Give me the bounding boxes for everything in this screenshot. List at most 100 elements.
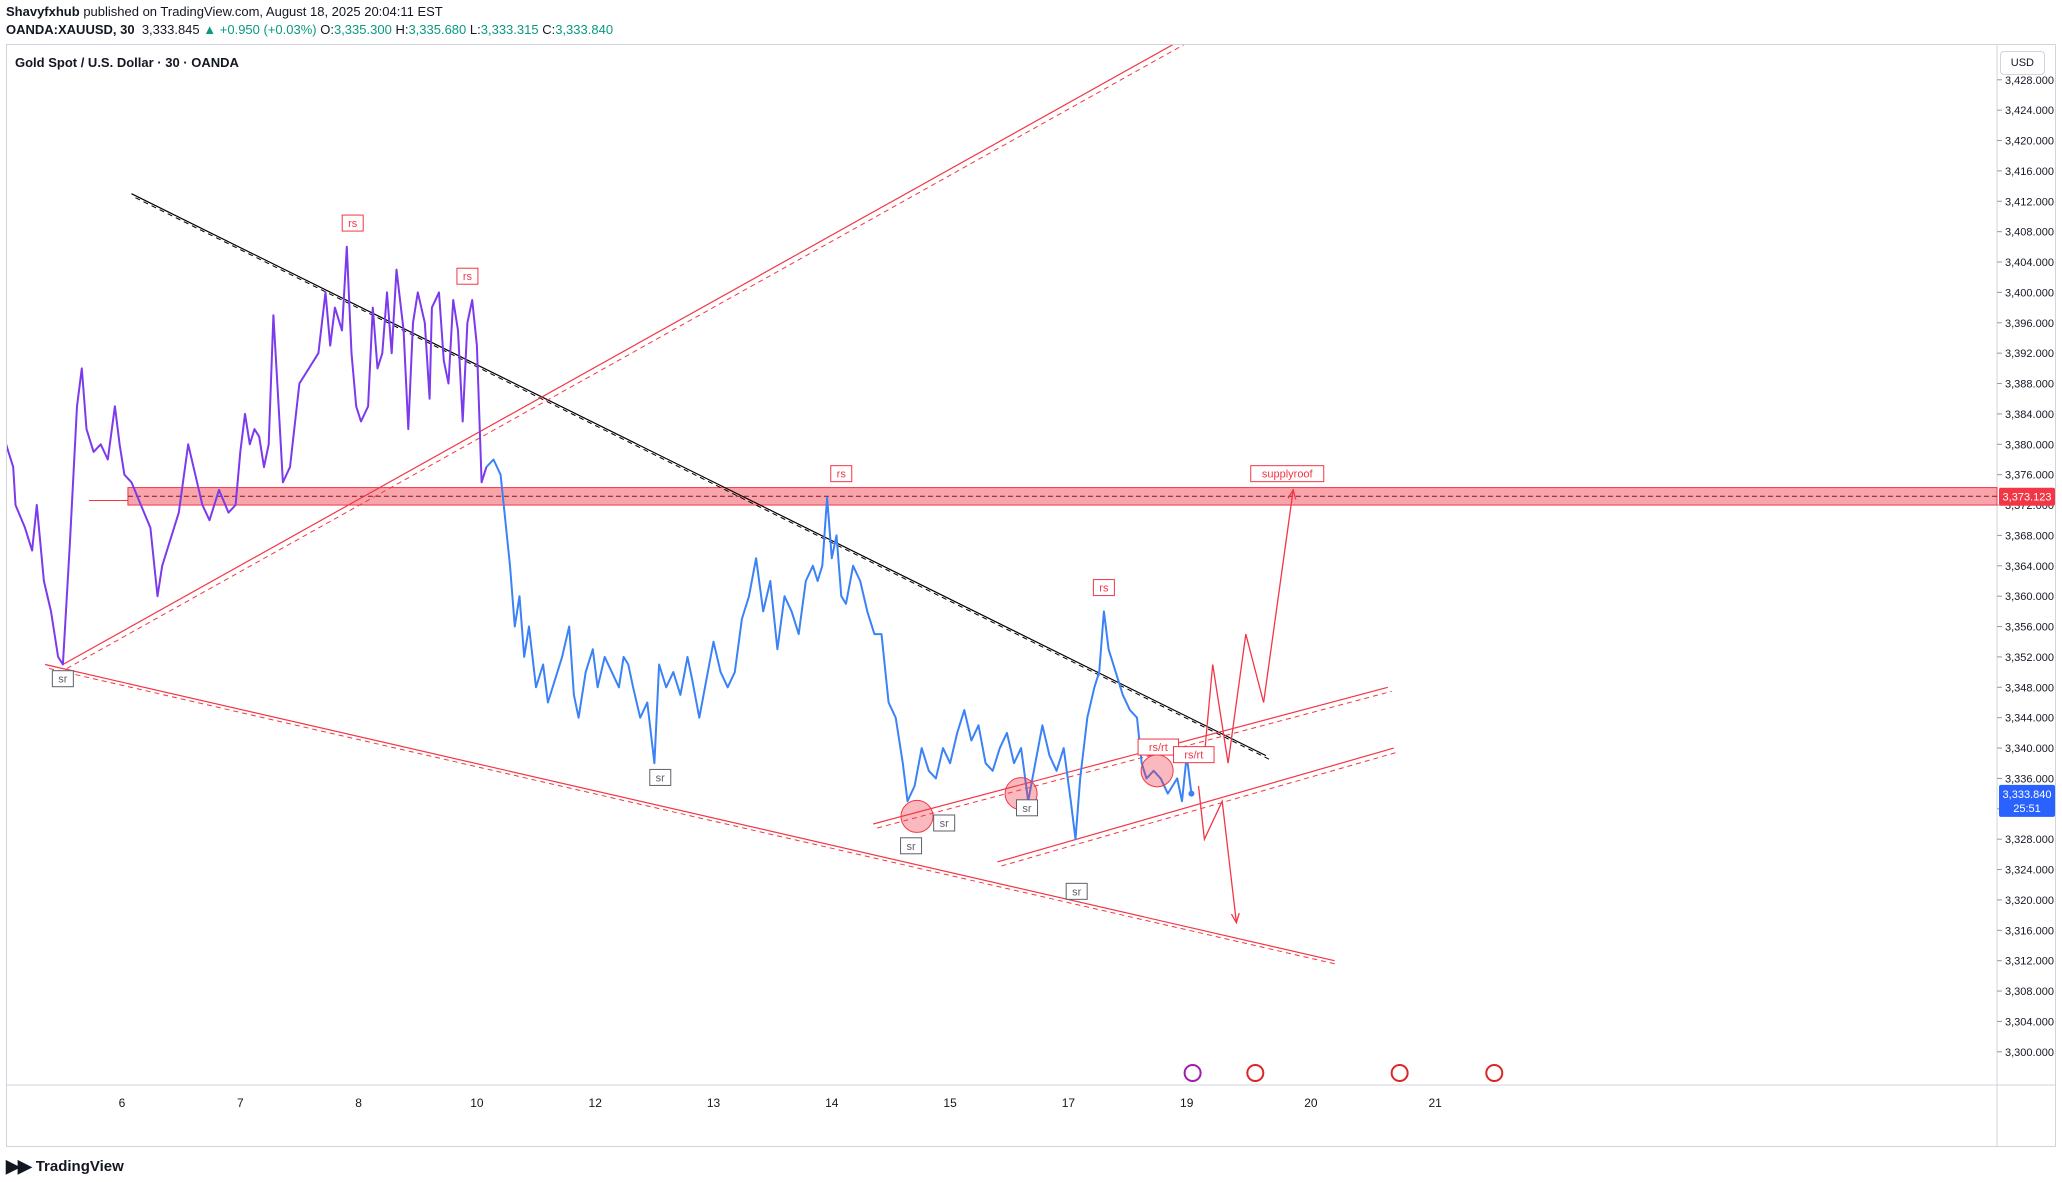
y-tick-label: 3,364.000	[2005, 561, 2054, 573]
y-tick-label: 3,320.000	[2005, 895, 2054, 907]
ascending-trendline-line	[62, 45, 1174, 666]
projection-down-path-arrowhead	[1230, 912, 1240, 925]
y-tick-label: 3,344.000	[2005, 713, 2054, 725]
y-tick-label: 3,308.000	[2005, 986, 2054, 998]
brand-name: TradingView	[35, 1158, 124, 1175]
annotation-box	[1250, 465, 1325, 483]
ohlc-line: OANDA:XAUUSD, 30 3,333.845 ▲ +0.950 (+0.…	[6, 22, 613, 37]
x-tick-label: 20	[1304, 1096, 1318, 1110]
y-tick-label: 3,380.000	[2005, 439, 2054, 451]
close-value: 3,333.840	[555, 22, 614, 37]
price-series-2	[485, 458, 1193, 841]
tradingview-logo-icon: ▶▶	[6, 1156, 32, 1176]
y-tick-label: 3,300.000	[2005, 1047, 2054, 1059]
x-tick-label: 7	[237, 1096, 244, 1110]
annotation-text: sr	[906, 841, 916, 853]
annotation-label: rs	[341, 214, 364, 232]
projection-up-path-arrowhead	[1287, 488, 1297, 500]
countdown-text: 25:51	[2013, 803, 2041, 815]
annotation-label: rs/rt	[1173, 746, 1215, 764]
annotation-label: rs	[456, 267, 479, 285]
pane-title: Gold Spot / U.S. Dollar · 30 · OANDA	[15, 55, 239, 70]
annotation-label: rs/rt	[1137, 738, 1180, 756]
annotation-box	[1092, 579, 1115, 597]
x-tick-label: 19	[1180, 1096, 1194, 1110]
price-series-1	[7, 245, 488, 666]
x-tick-label: 6	[119, 1096, 126, 1110]
currency-button[interactable]: USD	[1999, 51, 2045, 75]
y-tick-label: 3,388.000	[2005, 379, 2054, 391]
channel-bottom-dashed	[1001, 751, 1398, 867]
y-tick-label: 3,340.000	[2005, 743, 2054, 755]
x-tick-label: 17	[1062, 1096, 1076, 1110]
annotation-text: sr	[1022, 803, 1032, 815]
annotation-box	[830, 465, 853, 483]
annotation-box	[1015, 799, 1038, 817]
channel-top-line	[873, 686, 1388, 825]
annotation-box	[933, 814, 956, 832]
descending-resistance-line	[131, 193, 1267, 757]
y-tick-label: 3,392.000	[2005, 348, 2054, 360]
y-tick-label: 3,384.000	[2005, 409, 2054, 421]
chart-svg[interactable]: 3,300.000 3,304.000 3,308.000 3,312.000 3,31…	[7, 45, 2055, 1146]
x-tick-label: 15	[943, 1096, 957, 1110]
annotation-label: sr	[1015, 799, 1038, 817]
annotation-box	[900, 837, 923, 855]
x-tick-label: 21	[1428, 1096, 1442, 1110]
annotation-text: sr	[58, 674, 68, 686]
annotation-box	[341, 214, 364, 232]
last-price-text: 3,333.840	[2003, 789, 2052, 801]
y-tick-label: 3,368.000	[2005, 530, 2054, 542]
y-tick-label: 3,328.000	[2005, 834, 2054, 846]
y-tick-label: 3,352.000	[2005, 652, 2054, 664]
us-flag-event-icon	[1485, 1064, 1504, 1082]
x-tick-label: 13	[707, 1096, 721, 1110]
annotation-text: rs	[463, 271, 473, 283]
annotation-box	[1065, 882, 1088, 900]
us-flag-event-icon	[1246, 1064, 1265, 1082]
publisher-line: Shavyfxhub published on TradingView.com,…	[6, 4, 443, 19]
y-tick-label: 3,316.000	[2005, 925, 2054, 937]
descending-resistance-dashed	[135, 197, 1271, 761]
chart-pane[interactable]: 3,300.000 3,304.000 3,308.000 3,312.000 3,31…	[6, 44, 2056, 1147]
y-tick-label: 3,304.000	[2005, 1016, 2054, 1028]
annotation-label: rs	[1092, 579, 1115, 597]
y-tick-label: 3,420.000	[2005, 136, 2054, 148]
y-tick-label: 3,400.000	[2005, 287, 2054, 299]
y-tick-label: 3,408.000	[2005, 227, 2054, 239]
last-price-text: 3,333.845	[141, 22, 200, 37]
projection-up-path	[1203, 489, 1294, 764]
author-name[interactable]: Shavyfxhub	[6, 4, 80, 19]
ascending-trendline-dashed	[66, 45, 1185, 669]
y-tick-label: 3,428.000	[2005, 75, 2054, 87]
annotation-text: rs/rt	[1149, 742, 1168, 754]
y-tick-label: 3,404.000	[2005, 257, 2054, 269]
annotation-label: sr	[933, 814, 956, 832]
annotation-box	[1173, 746, 1215, 764]
y-tick-label: 3,376.000	[2005, 470, 2054, 482]
annotation-text: sr	[656, 772, 666, 784]
y-tick-label: 3,348.000	[2005, 682, 2054, 694]
annotation-box	[456, 267, 479, 285]
y-tick-label: 3,336.000	[2005, 773, 2054, 785]
annotation-label: sr	[51, 670, 74, 688]
footer-brand[interactable]: ▶▶ TradingView	[6, 1156, 124, 1177]
y-tick-label: 3,324.000	[2005, 865, 2054, 877]
annotation-text: rs	[837, 469, 847, 481]
y-tick-label: 3,416.000	[2005, 166, 2054, 178]
annotation-text: sr	[1072, 886, 1082, 898]
projection-down-path	[1197, 785, 1238, 923]
high-value: 3,335.680	[408, 22, 467, 37]
annotation-label: rs	[830, 465, 853, 483]
y-tick-label: 3,424.000	[2005, 105, 2054, 117]
annotation-text: sr	[940, 818, 950, 830]
annotation-label: sr	[900, 837, 923, 855]
annotation-text: rs/rt	[1184, 750, 1203, 762]
open-label: O:	[320, 22, 334, 37]
reaction-circle	[900, 799, 934, 833]
publish-info: published on TradingView.com, August 18,…	[83, 4, 443, 19]
y-tick-label: 3,312.000	[2005, 956, 2054, 968]
us-flag-event-icon	[1390, 1064, 1409, 1082]
low-label: L:	[469, 22, 481, 37]
event-lightning-icon	[1183, 1064, 1202, 1082]
